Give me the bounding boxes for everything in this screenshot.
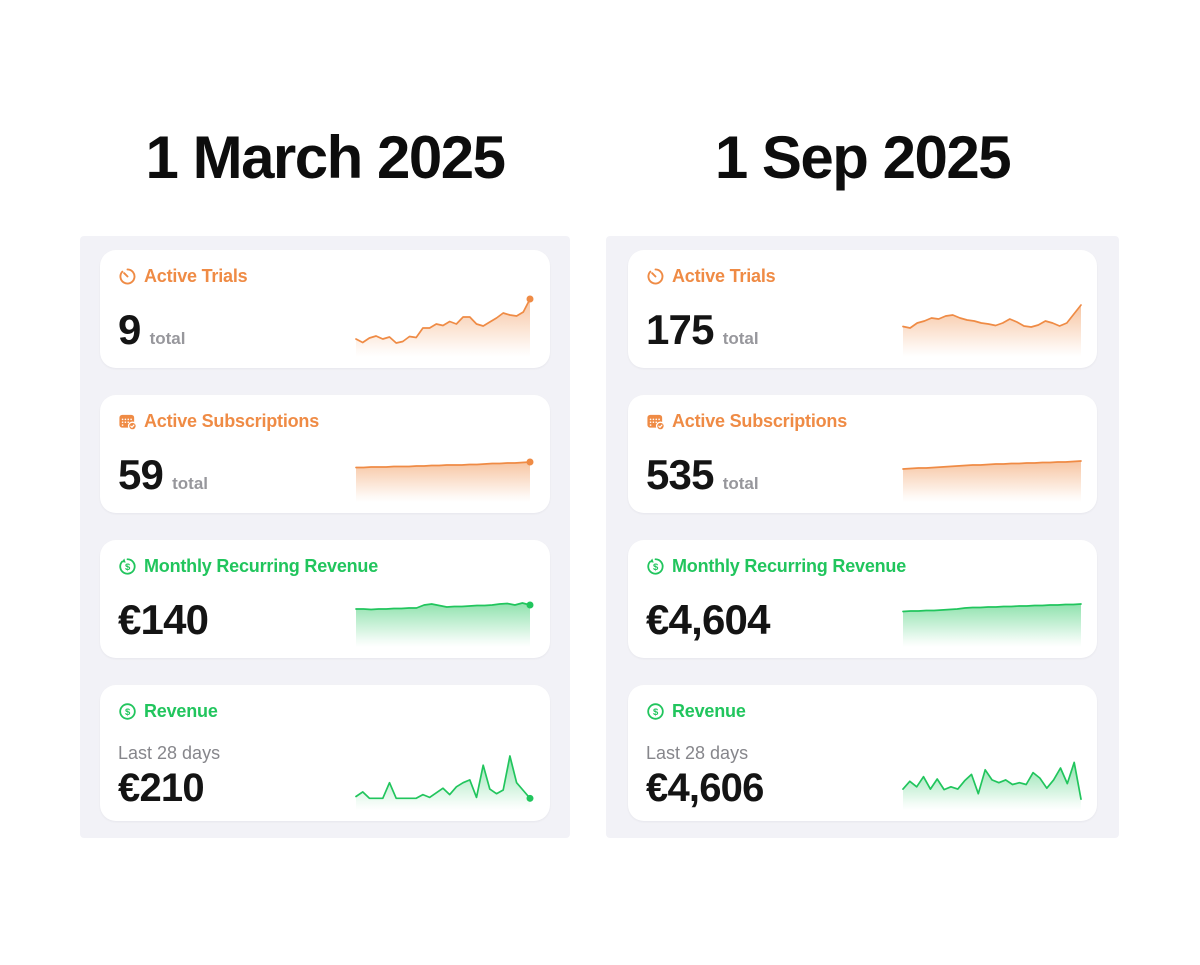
calendar-badge-icon bbox=[646, 412, 665, 431]
column-title: 1 Sep 2025 bbox=[714, 124, 1012, 191]
recurring-revenue-icon: $ bbox=[646, 557, 665, 576]
calendar-badge-icon bbox=[118, 412, 137, 431]
recurring-revenue-icon: $ bbox=[118, 557, 137, 576]
svg-text:$: $ bbox=[653, 562, 659, 573]
active-subscriptions-card[interactable]: Active Subscriptions 535 total bbox=[628, 395, 1097, 513]
revenue-card[interactable]: $ Revenue Last 28 days €210 bbox=[100, 685, 550, 821]
revenue-card[interactable]: $ Revenue Last 28 days €4,606 bbox=[628, 685, 1097, 821]
card-label: Active Subscriptions bbox=[144, 411, 320, 431]
metric-value: 535 bbox=[646, 451, 714, 498]
dashboard-comparison: 1 March 2025 Active Trials 9 total bbox=[80, 125, 1119, 838]
metric-value: €4,604 bbox=[646, 596, 770, 643]
column-march: 1 March 2025 Active Trials 9 total bbox=[80, 125, 570, 838]
revenue-sparkline bbox=[902, 752, 1082, 810]
metric-unit: total bbox=[722, 474, 759, 493]
active-subscriptions-sparkline bbox=[355, 440, 535, 502]
active-trials-card[interactable]: Active Trials 175 total bbox=[628, 250, 1097, 368]
svg-text:$: $ bbox=[653, 707, 659, 718]
metric-unit: total bbox=[149, 329, 186, 348]
card-label: Monthly Recurring Revenue bbox=[144, 556, 379, 576]
active-subscriptions-sparkline bbox=[902, 440, 1082, 502]
dollar-circle-icon: $ bbox=[118, 702, 137, 721]
revenue-sparkline bbox=[355, 752, 535, 810]
active-subscriptions-card[interactable]: Active Subscriptions 59 total bbox=[100, 395, 550, 513]
column-title: 1 March 2025 bbox=[145, 124, 506, 191]
svg-text:$: $ bbox=[125, 562, 131, 573]
active-trials-sparkline bbox=[355, 295, 535, 357]
metric-value: €140 bbox=[118, 596, 209, 643]
mrr-sparkline bbox=[355, 585, 535, 647]
metric-value: 175 bbox=[646, 306, 714, 353]
metric-value: €210 bbox=[118, 766, 205, 810]
metric-value: €4,606 bbox=[646, 766, 764, 810]
active-trials-card[interactable]: Active Trials 9 total bbox=[100, 250, 550, 368]
card-label: Active Trials bbox=[144, 266, 248, 286]
metric-subtitle: Last 28 days bbox=[646, 743, 749, 763]
card-label: Active Subscriptions bbox=[672, 411, 848, 431]
active-trials-sparkline bbox=[902, 295, 1082, 357]
timer-icon bbox=[118, 267, 137, 286]
metrics-panel: Active Trials 9 total Active Subscriptio… bbox=[80, 236, 570, 838]
card-label: Monthly Recurring Revenue bbox=[672, 556, 907, 576]
column-september: 1 Sep 2025 Active Trials 175 total bbox=[606, 125, 1119, 838]
metric-unit: total bbox=[172, 474, 209, 493]
card-label: Active Trials bbox=[672, 266, 776, 286]
card-label: Revenue bbox=[672, 701, 746, 721]
metrics-panel: Active Trials 175 total Active Subscript… bbox=[606, 236, 1119, 838]
metric-value: 9 bbox=[118, 306, 141, 353]
metric-unit: total bbox=[722, 329, 759, 348]
dollar-circle-icon: $ bbox=[646, 702, 665, 721]
svg-text:$: $ bbox=[125, 707, 131, 718]
mrr-card[interactable]: $ Monthly Recurring Revenue €140 bbox=[100, 540, 550, 658]
mrr-card[interactable]: $ Monthly Recurring Revenue €4,604 bbox=[628, 540, 1097, 658]
metric-subtitle: Last 28 days bbox=[118, 743, 221, 763]
card-label: Revenue bbox=[144, 701, 218, 721]
timer-icon bbox=[646, 267, 665, 286]
mrr-sparkline bbox=[902, 585, 1082, 647]
metric-value: 59 bbox=[118, 451, 164, 498]
